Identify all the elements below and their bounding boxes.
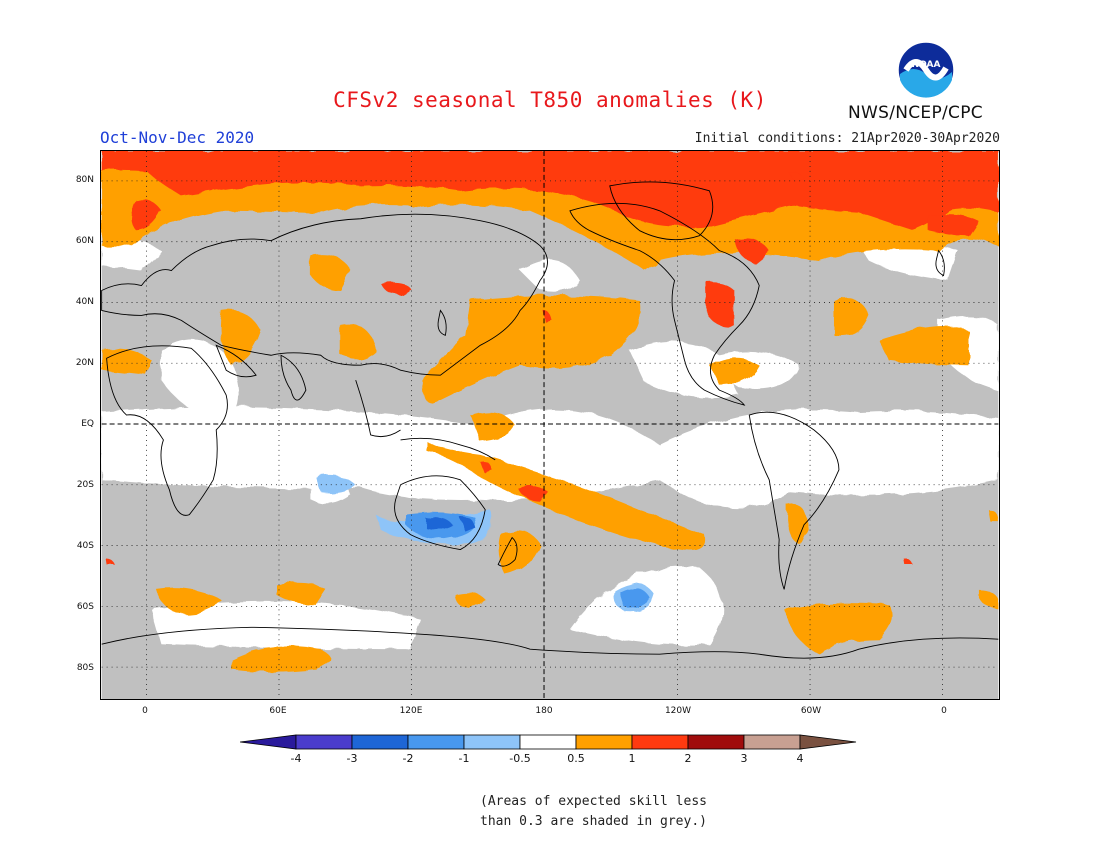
lat-label: 20N xyxy=(75,358,94,368)
cold-anomaly-regions-2-3 xyxy=(425,516,476,532)
colorbar-label: 2 xyxy=(684,752,692,765)
lon-label: 60E xyxy=(269,706,287,716)
lon-label: 0 xyxy=(142,706,148,716)
colorbar-swatch xyxy=(743,734,801,750)
footnote-line-2: than 0.3 are shaded in grey.) xyxy=(480,814,707,829)
colorbar-label: -0.5 xyxy=(509,752,531,765)
colorbar-label: -2 xyxy=(402,752,414,765)
colorbar-swatch xyxy=(407,734,465,750)
lon-label: 120W xyxy=(664,706,692,716)
colorbar-label: -1 xyxy=(458,752,470,765)
lat-label: 20S xyxy=(76,480,94,490)
lon-label: 60W xyxy=(800,706,822,716)
anomaly-map xyxy=(100,150,1000,700)
colorbar xyxy=(240,734,857,750)
colorbar-swatch xyxy=(519,734,577,750)
noaa-logo-text: NOAA xyxy=(912,60,941,70)
lon-label: 120E xyxy=(399,706,423,716)
colorbar-label: 3 xyxy=(740,752,748,765)
colorbar-label: 4 xyxy=(796,752,804,765)
noaa-logo: NOAA xyxy=(897,41,955,99)
lat-lon-gridlines xyxy=(101,151,999,699)
colorbar-swatch xyxy=(351,734,409,750)
colorbar-swatch xyxy=(575,734,633,750)
colorbar-swatch xyxy=(240,734,297,750)
lat-label: 80S xyxy=(76,663,94,673)
lon-label: 0 xyxy=(941,706,947,716)
colorbar-swatch xyxy=(463,734,521,750)
chart-title: CFSv2 seasonal T850 anomalies (K) xyxy=(333,88,767,112)
lat-label: 60N xyxy=(75,236,94,246)
colorbar-swatch xyxy=(631,734,689,750)
skill-footnote: (Areas of expected skill less than 0.3 a… xyxy=(480,792,740,832)
equator-dateline xyxy=(101,151,999,699)
lat-label: 40N xyxy=(75,297,94,307)
lat-label: EQ xyxy=(81,419,94,429)
initial-conditions-label: Initial conditions: 21Apr2020-30Apr2020 xyxy=(694,131,1000,146)
colorbar-swatch xyxy=(295,734,353,750)
lat-label: 60S xyxy=(76,602,94,612)
colorbar-label: -3 xyxy=(346,752,358,765)
lat-label: 80N xyxy=(75,175,94,185)
colorbar-swatch xyxy=(799,734,857,750)
lat-label: 40S xyxy=(76,541,94,551)
warm-anomaly-regions-1-2 xyxy=(101,151,999,566)
footnote-line-1: (Areas of expected skill less xyxy=(480,794,707,809)
colorbar-label: 1 xyxy=(628,752,636,765)
colorbar-label: -4 xyxy=(290,752,302,765)
lon-label: 180 xyxy=(535,706,553,716)
season-label: Oct-Nov-Dec 2020 xyxy=(100,128,255,147)
agency-label: NWS/NCEP/CPC xyxy=(848,103,983,123)
colorbar-label: 0.5 xyxy=(567,752,585,765)
coastlines xyxy=(101,181,999,659)
colorbar-swatch xyxy=(687,734,745,750)
